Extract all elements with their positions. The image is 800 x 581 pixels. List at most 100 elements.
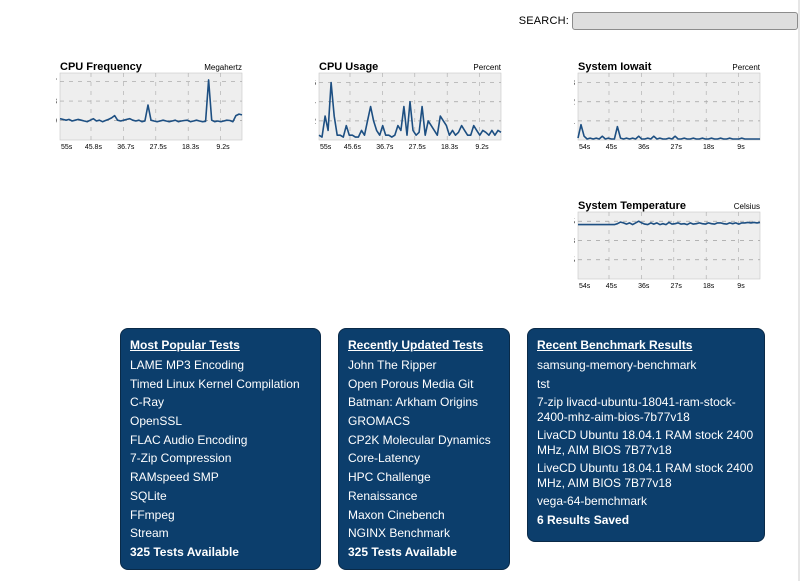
list-item[interactable]: 7-zip livacd-ubuntu-18041-ram-stock-2400… — [537, 395, 736, 425]
recently-updated-tests-list: John The Ripper Open Porous Media Git Ba… — [348, 358, 500, 541]
series-line — [59, 79, 243, 123]
chart-title: CPU Usage — [319, 61, 378, 73]
list-item[interactable]: HPC Challenge — [348, 470, 431, 485]
y-tick-label: 4 — [315, 98, 317, 107]
x-tick-label: 18s — [703, 144, 715, 151]
list-item[interactable]: Batman: Arkham Origins — [348, 395, 479, 410]
list-item[interactable]: LiveCD Ubuntu 18.04.1 RAM stock 2400 MHz… — [537, 461, 754, 491]
x-tick-label: 36.7s — [376, 144, 394, 151]
y-tick-label: 6 — [315, 79, 317, 88]
y-tick-label: 3 — [574, 79, 576, 88]
x-tick-label: 9.2s — [216, 144, 230, 151]
list-item[interactable]: LivaCD Ubuntu 18.04.1 RAM stock 2400 MHz… — [537, 428, 754, 458]
list-item[interactable]: Open Porous Media Git — [348, 376, 474, 391]
list-item[interactable]: FFmpeg — [130, 507, 175, 522]
y-tick-label: 34.5 — [574, 217, 576, 226]
cpu-frequency-chart: CPU Frequency Megahertz 1279 2558 3837 55s 45.… — [56, 56, 244, 158]
chart-svg: System Iowait Percent 1 2 3 54s 45s 36s 27s 18s 9s — [574, 61, 761, 151]
list-item[interactable]: Timed Linux Kernel Compilation — [130, 376, 300, 391]
most-popular-tests-title[interactable]: Most Popular Tests — [130, 338, 240, 352]
recently-updated-tests-panel: Recently Updated Tests John The Ripper O… — [338, 328, 510, 570]
search-label: SEARCH: — [518, 15, 569, 27]
y-tick-label: 3837 — [56, 78, 58, 87]
recently-updated-tests-title[interactable]: Recently Updated Tests — [348, 338, 484, 352]
x-tick-label: 18.3s — [441, 144, 459, 151]
cpu-usage-chart: CPU Usage Percent 2 4 6 55s 45.6s 36.7s 27.5s 18.… — [315, 56, 503, 158]
recent-benchmark-results-title[interactable]: Recent Benchmark Results — [537, 338, 693, 352]
plot-area — [59, 72, 243, 141]
chart-unit: Celsius — [734, 202, 760, 211]
list-item[interactable]: Stream — [130, 526, 169, 541]
x-tick-label: 27.5s — [150, 144, 168, 151]
recent-benchmark-results-panel: Recent Benchmark Results samsung-memory-… — [527, 328, 765, 542]
x-tick-label: 36.7s — [117, 144, 135, 151]
series-line — [318, 81, 502, 138]
x-tick-label: 18.3s — [182, 144, 200, 151]
list-item[interactable]: CP2K Molecular Dynamics — [348, 432, 491, 447]
chart-title: System Temperature — [578, 200, 686, 212]
list-item[interactable]: 7-Zip Compression — [130, 451, 232, 466]
list-item[interactable]: RAMspeed SMP — [130, 470, 219, 485]
list-item[interactable]: SQLite — [130, 488, 167, 503]
list-item[interactable]: John The Ripper — [348, 358, 437, 372]
most-popular-tests-list: LAME MP3 Encoding Timed Linux Kernel Com… — [130, 358, 311, 541]
chart-unit: Percent — [473, 63, 501, 72]
y-tick-label: 2 — [574, 98, 576, 107]
list-item[interactable]: Maxon Cinebench — [348, 507, 445, 522]
list-item[interactable]: Core-Latency — [348, 451, 421, 466]
x-tick-label: 36s — [638, 144, 650, 151]
search-bar: SEARCH: — [519, 12, 798, 30]
chart-title: System Iowait — [578, 61, 652, 73]
series-line — [578, 220, 761, 226]
x-tick-label: 45.6s — [344, 144, 362, 151]
y-tick-label: 2 — [315, 117, 317, 126]
recent-benchmark-results-list: samsung-memory-benchmark tst 7-zip livac… — [537, 358, 755, 509]
list-item[interactable]: FLAC Audio Encoding — [130, 432, 248, 447]
x-tick-label: 18s — [703, 283, 715, 290]
x-tick-label: 9s — [737, 144, 745, 151]
list-item[interactable]: GROMACS — [348, 414, 411, 429]
x-tick-label: 45.8s — [85, 144, 103, 151]
x-tick-label: 45s — [606, 283, 618, 290]
search-input[interactable] — [572, 12, 798, 30]
list-item[interactable]: C-Ray — [130, 395, 165, 410]
chart-svg: System Temperature Celsius 11.5 23 34.5 54s 45… — [574, 200, 761, 290]
x-tick-label: 9s — [737, 283, 745, 290]
chart-unit: Megahertz — [204, 63, 242, 72]
chart-svg: CPU Frequency Megahertz 1279 2558 3837 55s 45.… — [56, 61, 243, 151]
list-item[interactable]: LAME MP3 Encoding — [130, 358, 245, 372]
x-tick-label: 45s — [606, 144, 618, 151]
plot-area — [577, 72, 761, 141]
x-tick-label: 54s — [579, 283, 591, 290]
x-tick-label: 54s — [579, 144, 591, 151]
chart-title: CPU Frequency — [60, 61, 143, 73]
y-tick-label: 23 — [574, 236, 576, 245]
y-tick-label: 1279 — [56, 117, 58, 126]
chart-svg: CPU Usage Percent 2 4 6 55s 45.6s 36.7s 27.5s 18.… — [315, 61, 502, 151]
x-tick-label: 27s — [671, 283, 683, 290]
series-line — [577, 123, 760, 140]
x-tick-label: 55s — [61, 144, 73, 151]
tests-available-count: 325 Tests Available — [348, 544, 457, 559]
list-item[interactable]: Renaissance — [348, 488, 418, 503]
x-tick-label: 36s — [638, 283, 650, 290]
most-popular-tests-panel: Most Popular Tests LAME MP3 Encoding Tim… — [120, 328, 321, 570]
list-item[interactable]: tst — [537, 376, 550, 391]
scrollbar-edge — [798, 0, 800, 581]
x-tick-label: 55s — [320, 144, 332, 151]
results-saved-count: 6 Results Saved — [537, 513, 630, 528]
system-iowait-chart: System Iowait Percent 1 2 3 54s 45s 36s 27s 18s 9s — [574, 56, 762, 158]
y-tick-label: 11.5 — [574, 256, 576, 265]
y-tick-label: 2558 — [56, 97, 58, 106]
tests-available-count: 325 Tests Available — [130, 544, 239, 559]
chart-unit: Percent — [732, 63, 760, 72]
system-temperature-chart: System Temperature Celsius 11.5 23 34.5 54s 45… — [574, 195, 762, 297]
y-tick-label: 1 — [574, 117, 576, 126]
list-item[interactable]: NGINX Benchmark — [348, 526, 451, 541]
list-item[interactable]: samsung-memory-benchmark — [537, 358, 697, 372]
list-item[interactable]: OpenSSL — [130, 414, 183, 429]
x-tick-label: 9.2s — [475, 144, 489, 151]
x-tick-label: 27.5s — [409, 144, 427, 151]
x-tick-label: 27s — [671, 144, 683, 151]
list-item[interactable]: vega-64-bemchmark — [537, 494, 648, 509]
